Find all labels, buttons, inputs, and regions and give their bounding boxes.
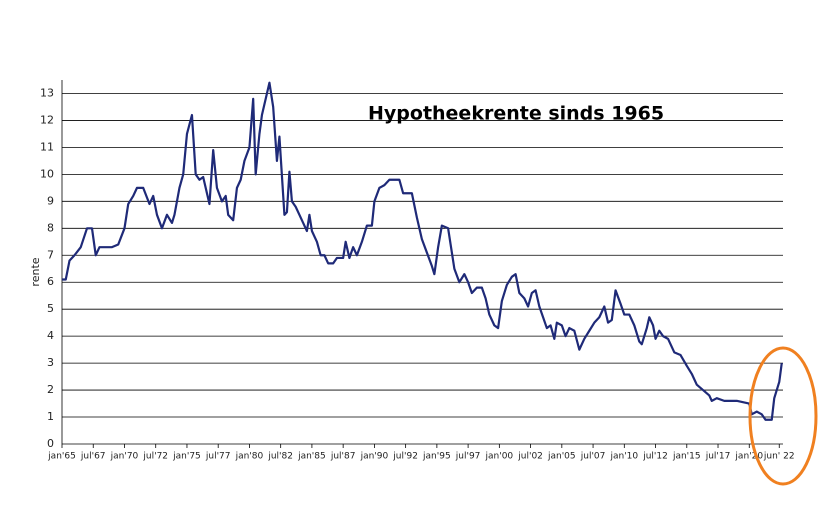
x-tick-label: jan'15 <box>672 452 701 462</box>
x-tick-label: jan'75 <box>172 452 201 462</box>
y-tick-label: 1 <box>47 410 54 423</box>
y-tick-label: 6 <box>47 275 54 288</box>
y-tick-label: 8 <box>47 221 54 234</box>
x-tick-label: jan'90 <box>360 452 389 462</box>
x-tick-label: jan'85 <box>297 452 326 462</box>
x-tick-label: jan'80 <box>235 452 264 462</box>
y-axis-label: rente <box>29 257 42 286</box>
x-tick-label: jan'70 <box>110 452 139 462</box>
y-tick-label: 5 <box>47 302 54 315</box>
x-tick-label: jul'12 <box>642 452 668 462</box>
x-tick-label: jul'82 <box>267 452 293 462</box>
y-tick-label: 4 <box>47 329 54 342</box>
x-tick-label: jul'17 <box>705 452 731 462</box>
y-tick-label: 0 <box>47 437 54 450</box>
x-tick-label: jan'95 <box>422 452 451 462</box>
x-tick-label: jan'20 <box>734 452 763 462</box>
x-tick-label: jan'00 <box>485 452 514 462</box>
x-tick-label: jul'72 <box>142 452 168 462</box>
data-line <box>62 81 783 421</box>
x-tick-label: jul'97 <box>455 452 481 462</box>
y-tick-label: 10 <box>40 167 54 180</box>
y-tick-label: 7 <box>47 248 54 261</box>
y-tick-label: 12 <box>40 113 54 126</box>
x-tick-label: jul'07 <box>580 452 606 462</box>
y-tick-label: 11 <box>40 140 54 153</box>
x-tick-label: jul'92 <box>392 452 418 462</box>
chart-title: Hypotheekrente sinds 1965 <box>368 103 664 125</box>
x-tick-label: jan'10 <box>609 452 638 462</box>
y-tick-label: 13 <box>40 86 54 99</box>
x-tick-label: jul'77 <box>205 452 231 462</box>
y-tick-label: 3 <box>47 356 54 369</box>
x-tick-label: jun' 22 <box>763 452 795 462</box>
y-tick-label: 2 <box>47 383 54 396</box>
highlight-ellipse <box>748 346 818 486</box>
x-tick-label: jan'05 <box>547 452 576 462</box>
x-tick-label: jul'87 <box>330 452 356 462</box>
x-tick-label: jan'65 <box>47 452 76 462</box>
x-tick-label: jul'02 <box>517 452 543 462</box>
x-tick-label: jul'67 <box>80 452 106 462</box>
y-tick-label: 9 <box>47 194 54 207</box>
